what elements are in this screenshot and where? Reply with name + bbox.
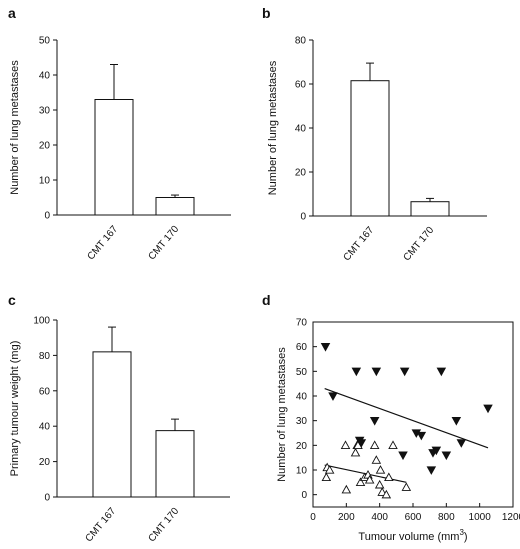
data-point-open-triangle: [350, 447, 361, 457]
regression-line: [324, 464, 407, 483]
y-tick-label: 60: [296, 342, 308, 353]
data-point-open-triangle: [341, 484, 352, 494]
data-point-filled-triangle: [451, 417, 462, 426]
data-point-filled-triangle: [456, 439, 467, 448]
panel-letter-a: a: [8, 5, 16, 21]
y-axis-label: Primary tumour weight (mg): [9, 341, 21, 477]
y-tick-label: 0: [300, 212, 306, 223]
x-category-label: CMT 170: [147, 506, 182, 545]
y-tick-label: 60: [39, 386, 51, 397]
y-tick-label: 40: [295, 124, 307, 135]
data-point-open-triangle: [384, 472, 394, 482]
y-tick-label: 80: [39, 351, 51, 362]
x-tick-label: 200: [338, 512, 355, 523]
data-point-filled-triangle: [371, 367, 382, 377]
y-tick-label: 0: [44, 493, 50, 504]
x-tick-label: 1000: [469, 512, 492, 523]
data-point-open-triangle: [377, 487, 387, 496]
y-tick-label: 0: [44, 211, 50, 222]
bar-chart-c: 0 20 40 60 80 100 Primary tumour weight (mg) CM…: [9, 316, 230, 545]
data-point-filled-triangle: [369, 417, 380, 426]
data-point-filled-triangle: [431, 446, 442, 456]
y-tick-label: 40: [296, 392, 308, 403]
x-axis-label-superscript: 3: [459, 528, 464, 537]
data-point-open-triangle: [388, 440, 398, 449]
y-axis-label: Number of lung metastases: [9, 60, 21, 195]
y-axis-label: Number of lung metastases: [267, 60, 279, 195]
data-point-open-triangle: [371, 455, 382, 464]
bar: [92, 351, 132, 498]
data-point-open-triangle: [375, 465, 386, 474]
data-point-open-triangle: [401, 482, 412, 491]
bar: [350, 80, 390, 217]
x-category-label: CMT 167: [342, 225, 377, 264]
bar-chart-a: 0 10 20 30 40 50 Number of lung metastases CMT …: [9, 36, 231, 263]
x-category-label: CMT 167: [86, 224, 121, 263]
data-point-open-triangle: [369, 440, 380, 449]
x-category-label: CMT 170: [402, 225, 437, 264]
data-point-open-triangle: [374, 479, 385, 489]
y-tick-label: 30: [296, 416, 308, 427]
x-tick-label: 400: [371, 512, 388, 523]
data-point-filled-triangle: [398, 451, 408, 461]
data-point-filled-triangle: [416, 431, 427, 441]
panel-letter-c: c: [8, 292, 16, 308]
y-tick-label: 50: [296, 367, 308, 378]
data-point-filled-triangle: [426, 466, 437, 475]
y-tick-label: 10: [296, 466, 308, 477]
data-point-open-triangle: [355, 477, 366, 486]
y-tick-label: 100: [33, 316, 50, 327]
y-tick-label: 60: [295, 80, 307, 91]
data-point-filled-triangle: [320, 343, 331, 352]
data-point-filled-triangle: [441, 451, 452, 461]
y-tick-label: 0: [301, 490, 307, 501]
data-point-filled-triangle: [356, 439, 367, 448]
x-axis-label-close: ): [464, 531, 468, 543]
data-point-open-triangle: [364, 474, 375, 484]
y-tick-label: 80: [295, 36, 307, 47]
y-tick-label: 20: [39, 141, 51, 152]
data-point-open-triangle: [381, 489, 392, 499]
y-tick-label: 20: [296, 441, 308, 452]
plot-frame: [312, 321, 514, 508]
y-tick-label: 40: [39, 71, 51, 82]
regression-line: [324, 388, 489, 449]
x-tick-label: 1200: [502, 512, 520, 523]
data-point-filled-triangle: [436, 367, 447, 377]
x-category-label: CMT 167: [84, 506, 119, 545]
bar: [155, 430, 195, 498]
data-point-filled-triangle: [399, 367, 410, 377]
x-tick-label: 0: [310, 512, 316, 523]
panel-letter-d: d: [262, 292, 271, 308]
y-tick-label: 20: [295, 168, 307, 179]
y-tick-label: 20: [39, 457, 51, 468]
y-tick-label: 40: [39, 422, 51, 433]
y-axis-label: Number of lung metastases: [276, 347, 288, 482]
scatter-chart-d: 0 10 20 30 40 50 60 70 0 200 400 600 800 1000 1200 Numb…: [276, 318, 520, 544]
x-category-label: CMT 170: [147, 224, 182, 263]
data-point-filled-triangle: [483, 404, 493, 414]
data-point-filled-triangle: [328, 392, 338, 401]
x-axis-label-text: Tumour volume (mm: [358, 531, 459, 543]
y-tick-label: 70: [296, 318, 308, 329]
x-axis-label: Tumour volume (mm3): [358, 528, 467, 543]
y-tick-label: 30: [39, 106, 51, 117]
bar-chart-b: 0 20 40 60 80 Number of lung metastases CMT 16…: [267, 36, 487, 264]
x-tick-label: 800: [438, 512, 455, 523]
panel-letter-b: b: [262, 5, 271, 21]
data-point-open-triangle: [340, 440, 351, 449]
data-point-filled-triangle: [351, 367, 362, 377]
y-tick-label: 10: [39, 176, 51, 187]
y-tick-label: 50: [39, 36, 51, 47]
bar: [410, 201, 450, 217]
data-point-open-triangle: [324, 465, 335, 474]
bar: [94, 99, 134, 216]
x-tick-label: 600: [405, 512, 422, 523]
bar: [155, 197, 195, 216]
data-point-open-triangle: [321, 472, 332, 482]
